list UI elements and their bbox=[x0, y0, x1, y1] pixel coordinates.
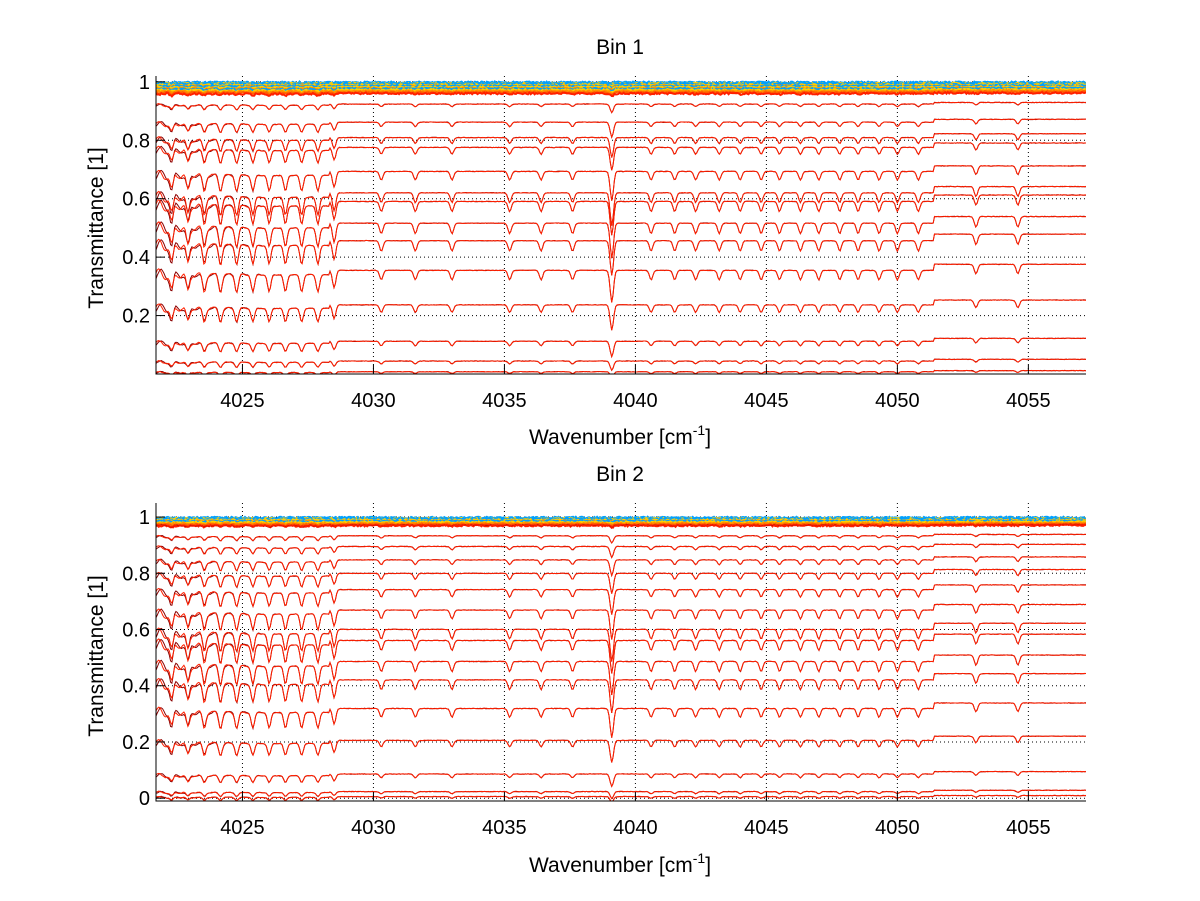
series-line bbox=[156, 672, 1086, 713]
plot-area: 4025 4030 4035 4040 4045 4050 4055 0.2 0.4 0.6 0.8… bbox=[122, 72, 1086, 412]
axes-frame bbox=[155, 76, 1086, 375]
series-line bbox=[156, 79, 1086, 85]
series-line bbox=[156, 369, 1086, 374]
x-tick-label: 4045 bbox=[744, 817, 789, 839]
series-line bbox=[156, 533, 1086, 544]
y-tick-label: 0.2 bbox=[122, 306, 150, 328]
series-group bbox=[156, 79, 1086, 374]
y-tick-label: 0.4 bbox=[122, 676, 150, 698]
x-tick-label: 4050 bbox=[875, 817, 920, 839]
series-line bbox=[156, 556, 1086, 578]
series-line bbox=[156, 584, 1086, 615]
x-tick-label: 4050 bbox=[875, 390, 920, 412]
series-group bbox=[156, 515, 1086, 801]
y-tick-label: 0.6 bbox=[122, 189, 150, 211]
y-tick-label: 0.2 bbox=[122, 732, 150, 754]
x-tick-label: 4055 bbox=[1006, 817, 1051, 839]
series-line bbox=[156, 702, 1086, 738]
plot-area: 4025 4030 4035 4040 4045 4050 4055 0 0.2 0.4 0.6 0.… bbox=[122, 503, 1086, 839]
chart-panel-bin-1: Bin 1 4025 4030 4035 4040 4045 4050 4055 0.2 0.4… bbox=[85, 36, 1086, 449]
axes-frame bbox=[155, 503, 1086, 802]
series-line bbox=[156, 654, 1086, 695]
x-axis-label: Wavenumber [cm-1] bbox=[529, 850, 711, 877]
y-tick-label: 1 bbox=[139, 507, 150, 529]
series-line bbox=[156, 263, 1086, 303]
series-line bbox=[156, 358, 1086, 372]
x-tick-label: 4025 bbox=[220, 390, 265, 412]
series-line bbox=[156, 142, 1086, 171]
y-axis-label: Transmittance [1] bbox=[85, 575, 108, 736]
y-tick-label: 0.4 bbox=[122, 247, 150, 269]
series-line bbox=[156, 233, 1086, 276]
chart-title: Bin 1 bbox=[596, 36, 644, 59]
series-line bbox=[156, 194, 1086, 236]
series-line bbox=[156, 770, 1086, 788]
series-line bbox=[156, 337, 1086, 359]
x-axis-label: Wavenumber [cm-1] bbox=[529, 422, 711, 449]
chart-panel-bin-2: Bin 2 4025 4030 4035 4040 4045 4050 4055 0 0.2 0.… bbox=[85, 463, 1086, 877]
series-line bbox=[156, 794, 1086, 801]
series-line bbox=[156, 101, 1086, 114]
x-tick-label: 4055 bbox=[1006, 390, 1051, 412]
x-tick-label: 4035 bbox=[482, 817, 527, 839]
series-line bbox=[156, 165, 1086, 201]
y-tick-label: 0.8 bbox=[122, 130, 150, 152]
series-line bbox=[156, 215, 1086, 259]
series-line bbox=[156, 789, 1086, 800]
series-line bbox=[156, 118, 1086, 139]
series-line bbox=[156, 523, 1086, 529]
series-line bbox=[156, 185, 1086, 226]
chart-title: Bin 2 bbox=[596, 463, 644, 486]
y-tick-label: 0 bbox=[139, 788, 150, 810]
y-tick-label: 1 bbox=[139, 72, 150, 94]
series-line bbox=[156, 299, 1086, 331]
y-axis-label: Transmittance [1] bbox=[85, 147, 108, 308]
series-line bbox=[156, 543, 1086, 559]
y-tick-label: 0.8 bbox=[122, 563, 150, 585]
x-tick-label: 4030 bbox=[351, 817, 396, 839]
x-tick-label: 4040 bbox=[613, 817, 658, 839]
x-tick-label: 4040 bbox=[613, 390, 658, 412]
y-tick-label: 0.6 bbox=[122, 620, 150, 642]
x-tick-label: 4045 bbox=[744, 390, 789, 412]
series-line bbox=[156, 568, 1086, 594]
series-line bbox=[156, 90, 1086, 98]
x-tick-label: 4030 bbox=[351, 390, 396, 412]
series-line bbox=[156, 633, 1086, 674]
x-tick-label: 4025 bbox=[220, 817, 265, 839]
series-line bbox=[156, 603, 1086, 640]
series-line bbox=[156, 622, 1086, 662]
series-line bbox=[156, 735, 1086, 763]
x-tick-label: 4035 bbox=[482, 390, 527, 412]
series-line bbox=[156, 132, 1086, 158]
